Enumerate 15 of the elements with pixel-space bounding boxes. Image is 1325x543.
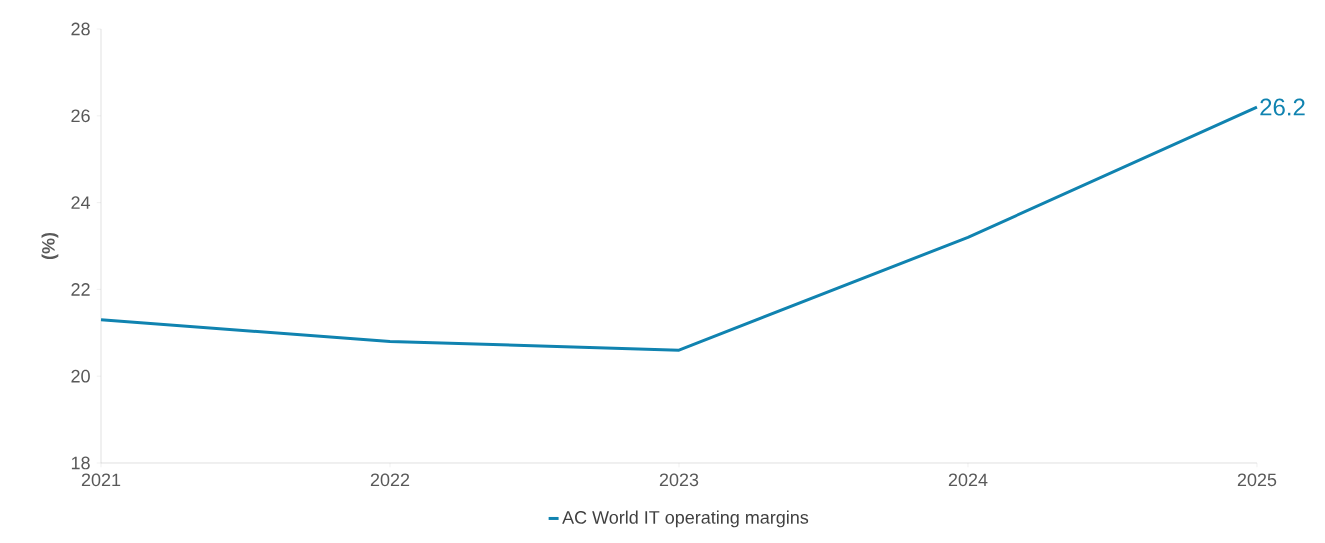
x-tick-label: 2021 [81,473,121,487]
x-tick-label: 2022 [370,473,410,487]
data-label: 26.2 [1260,98,1305,116]
legend-label: AC World IT operating margins [562,510,809,528]
y-axis-title: (%) [41,232,59,260]
y-tick-label: 18 [71,456,90,470]
y-tick-label: 22 [71,283,90,296]
y-tick-label: 26 [71,109,90,123]
y-tick-label: 20 [71,369,90,383]
y-tick-label: 28 [71,22,90,36]
x-tick-label: 2024 [948,473,988,487]
x-tick-label: 2023 [659,473,699,487]
x-tick-label: 2025 [1237,473,1277,487]
y-tick-label: 24 [71,196,91,209]
line-series [99,105,1259,352]
